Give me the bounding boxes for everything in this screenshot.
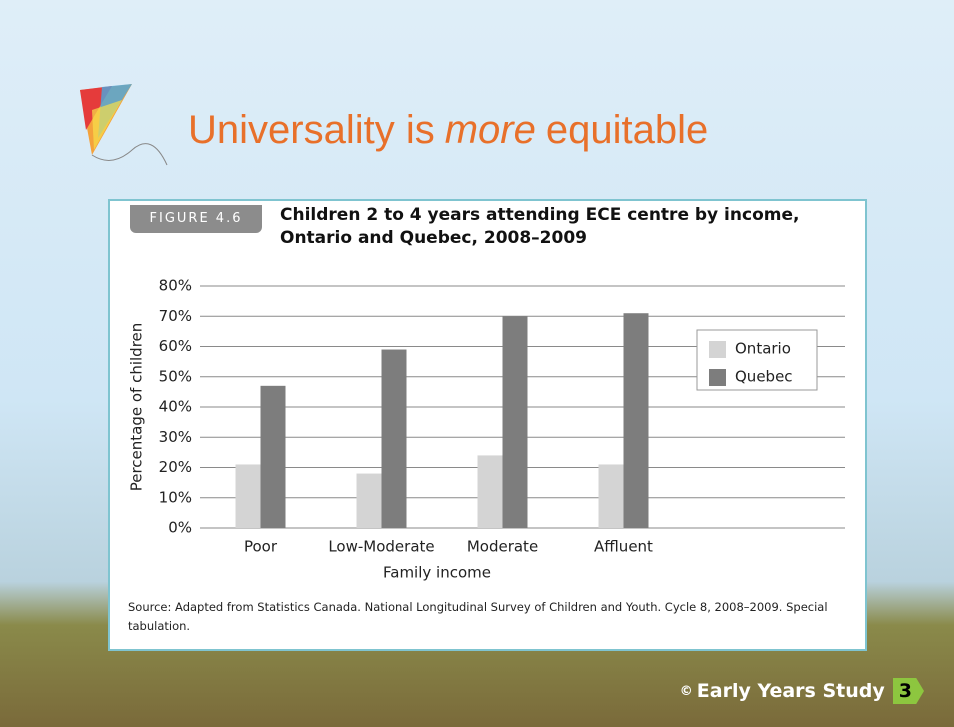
chart: Percentage of children Family income 0% 1… bbox=[0, 0, 954, 727]
y-tick-label: 10% bbox=[159, 488, 192, 506]
y-tick-label: 50% bbox=[159, 367, 192, 385]
y-tick-label: 80% bbox=[159, 277, 192, 295]
x-tick-label: Affluent bbox=[594, 538, 653, 556]
y-tick-label: 60% bbox=[159, 337, 192, 355]
slide: Universality ismoreequitable FIGURE 4.6 … bbox=[0, 0, 954, 727]
legend-swatch bbox=[709, 341, 726, 358]
bar bbox=[478, 455, 503, 528]
bar bbox=[261, 386, 286, 528]
x-axis-label: Family income bbox=[383, 564, 491, 582]
bar bbox=[357, 474, 382, 528]
bar bbox=[382, 350, 407, 528]
bar bbox=[236, 464, 261, 528]
y-tick-label: 40% bbox=[159, 398, 192, 416]
legend-label: Ontario bbox=[735, 340, 791, 358]
bar bbox=[503, 316, 528, 528]
x-tick-label: Moderate bbox=[467, 538, 538, 556]
y-tick-label: 0% bbox=[168, 519, 192, 537]
y-tick-label: 30% bbox=[159, 428, 192, 446]
legend-swatch bbox=[709, 369, 726, 386]
y-tick-label: 70% bbox=[159, 307, 192, 325]
y-axis-label: Percentage of children bbox=[128, 323, 146, 492]
x-tick-label: Poor bbox=[244, 538, 278, 556]
x-tick-label: Low-Moderate bbox=[328, 538, 434, 556]
bar bbox=[599, 464, 624, 528]
y-tick-label: 20% bbox=[159, 458, 192, 476]
bar bbox=[624, 313, 649, 528]
legend-label: Quebec bbox=[735, 368, 793, 386]
